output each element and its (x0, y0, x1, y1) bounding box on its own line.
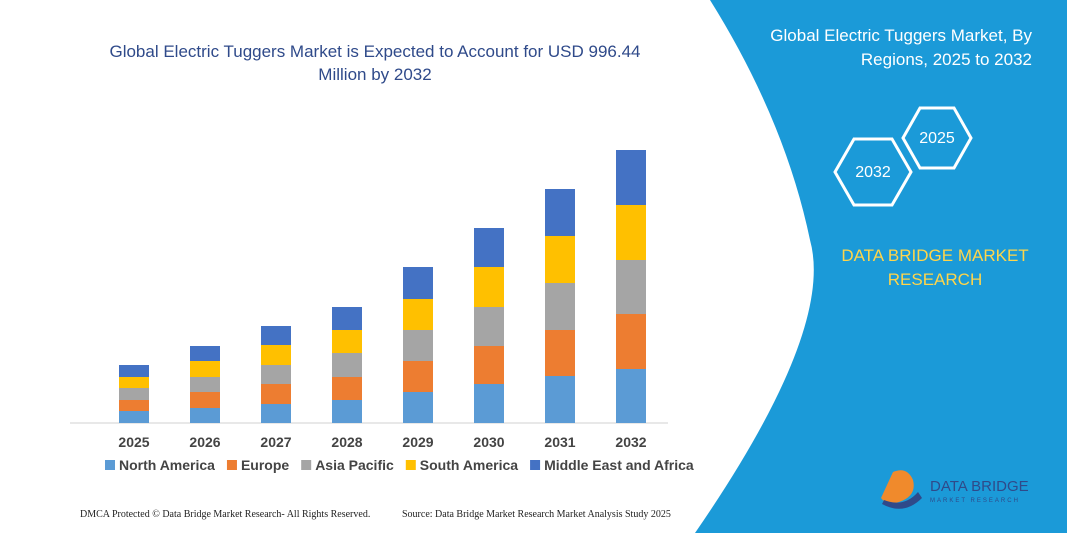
bar-segment (545, 236, 575, 283)
logo-name: DATA BRIDGE (930, 478, 1029, 495)
bar-segment (616, 205, 646, 260)
brand: DATA BRIDGE MARKET RESEARCH (841, 246, 1029, 289)
bar-segment (616, 314, 646, 369)
legend-label: Middle East and Africa (544, 457, 694, 473)
bar-segment (403, 267, 433, 299)
legend-swatch (226, 460, 237, 470)
bar-segment (332, 330, 362, 353)
bar-segment (119, 400, 149, 411)
legend-label: North America (119, 457, 215, 473)
bar-segment (474, 384, 504, 423)
x-tick-label: 2025 (118, 434, 149, 450)
bar-segment (616, 260, 646, 314)
logo-icon (882, 492, 922, 509)
hexagon-label: 2032 (855, 164, 891, 181)
bar-segment (616, 150, 646, 205)
bar-segment (545, 330, 575, 376)
bar-segment (474, 307, 504, 346)
x-tick-label: 2029 (402, 434, 433, 450)
bar-segment (261, 326, 291, 345)
bar-segment (190, 346, 220, 361)
bar-segment (474, 346, 504, 384)
bar-segment (403, 330, 433, 361)
legend-swatch (405, 460, 416, 470)
bar-segment (261, 384, 291, 404)
side-panel (695, 0, 1067, 533)
legend-label: Asia Pacific (315, 457, 394, 473)
bar-segment (332, 353, 362, 377)
bar-segment (190, 377, 220, 392)
bar-segment (403, 299, 433, 330)
hexagon-label: 2025 (919, 130, 955, 147)
bar-segment (119, 365, 149, 377)
legend-label: Europe (241, 457, 289, 473)
legend-label: South America (420, 457, 518, 473)
logo-tagline: MARKET RESEARCH (930, 498, 1020, 504)
bar-segment (545, 189, 575, 236)
bar-segment (545, 283, 575, 330)
bar-segment (403, 392, 433, 423)
logo-icon (881, 470, 914, 504)
bar-segment (119, 411, 149, 423)
footer-left: DMCA Protected © Data Bridge Market Rese… (80, 509, 371, 520)
x-tick-label: 2032 (615, 434, 646, 450)
legend-swatch (301, 460, 312, 470)
x-tick-label: 2026 (189, 434, 220, 450)
chart-title: Global Electric Tuggers Market is Expect… (109, 42, 641, 84)
bar-segment (119, 377, 149, 388)
hexagon (901, 106, 973, 170)
bar-segment (190, 361, 220, 377)
legend-swatch (105, 460, 115, 470)
panel-title: Global Electric Tuggers Market, By Regio… (770, 26, 1032, 69)
bar-segment (190, 408, 220, 423)
bar-segment (545, 376, 575, 423)
footer-right: Source: Data Bridge Market Research Mark… (402, 509, 671, 520)
x-tick-label: 2031 (544, 434, 575, 450)
bar-segment (261, 365, 291, 384)
x-tick-label: 2030 (473, 434, 504, 450)
bar-segment (474, 228, 504, 267)
bar-segment (616, 369, 646, 423)
x-tick-label: 2027 (260, 434, 291, 450)
bar-segment (332, 307, 362, 330)
bar-segment (332, 400, 362, 423)
bar-segment (119, 388, 149, 400)
hexagon (833, 137, 913, 207)
bar-segment (261, 404, 291, 423)
bar-segment (261, 345, 291, 365)
x-tick-label: 2028 (331, 434, 362, 450)
bar-segment (190, 392, 220, 408)
bar-segment (474, 267, 504, 307)
bar-segment (332, 377, 362, 400)
legend-swatch (530, 460, 541, 470)
bar-segment (403, 361, 433, 392)
